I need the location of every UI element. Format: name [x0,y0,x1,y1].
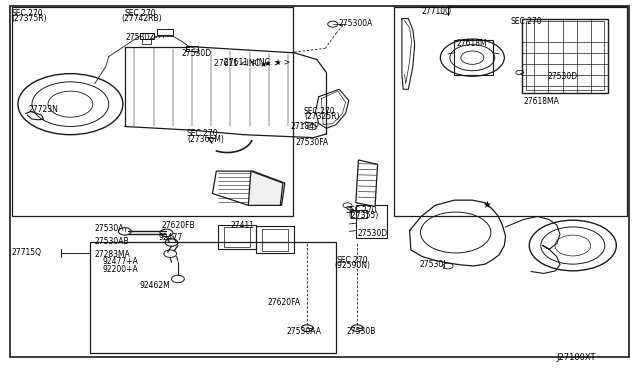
Bar [224,227,250,247]
Text: 27710Q: 27710Q [421,7,451,16]
Text: 92477+A: 92477+A [102,257,138,266]
Bar [262,229,288,251]
Bar [522,19,608,93]
Bar [142,39,151,44]
Text: 92462M: 92462M [140,281,170,290]
Text: 27618MA: 27618MA [524,97,559,106]
Text: SEC.270: SEC.270 [187,129,218,138]
Text: 27620FA: 27620FA [268,298,301,307]
Bar [351,210,367,218]
Polygon shape [212,171,285,205]
Bar [256,226,294,253]
Text: 27715Q: 27715Q [12,248,42,257]
Text: (92590N): (92590N) [334,261,370,270]
Text: 27530Z: 27530Z [125,33,155,42]
Bar [90,242,336,353]
Text: 27618M: 27618M [457,39,488,48]
Text: SEC.270: SEC.270 [304,107,335,116]
Text: (27742RB): (27742RB) [122,14,162,23]
Text: 27530B: 27530B [347,327,376,336]
Polygon shape [356,160,378,206]
Bar [157,29,173,35]
Text: 27611 <INC. ★ >: 27611 <INC. ★ > [224,58,290,67]
Text: SEC.270: SEC.270 [124,9,156,18]
Text: 27184P: 27184P [291,122,319,131]
Text: 27530D: 27530D [182,49,212,58]
Text: (27375R): (27375R) [12,14,47,23]
Text: 27530D: 27530D [548,72,578,81]
Text: 27530A: 27530A [95,224,124,233]
Text: (27365M): (27365M) [187,135,224,144]
Bar [454,40,493,75]
Text: 92477: 92477 [159,233,183,242]
Text: 27611 <INC. ★ >: 27611 <INC. ★ > [214,59,280,68]
Bar [526,21,604,90]
Text: 27283MA: 27283MA [95,250,131,259]
Text: 27530AB: 27530AB [95,237,129,246]
Text: 275300A: 275300A [339,19,373,28]
Text: J27100XT: J27100XT [557,353,596,362]
Text: 92200+A: 92200+A [102,265,138,274]
Text: SEC.270: SEC.270 [12,9,43,18]
Text: 27530D: 27530D [357,229,387,238]
Text: ★: ★ [260,60,268,68]
Bar [394,7,627,216]
Polygon shape [248,171,283,205]
Text: ★: ★ [482,201,491,210]
Bar [356,205,387,238]
Text: 27723N: 27723N [28,105,58,114]
Text: 27411: 27411 [230,221,254,230]
Text: SEC.270: SEC.270 [337,256,368,265]
Bar [140,33,154,39]
Text: 27530J: 27530J [419,260,445,269]
Text: 27620FB: 27620FB [161,221,195,230]
Bar [186,46,198,51]
Text: (27325R): (27325R) [304,112,339,121]
Text: SEC.270: SEC.270 [346,206,377,215]
Bar [12,7,293,216]
Bar [218,225,256,249]
Text: (27355): (27355) [348,211,378,220]
Text: 27530FA: 27530FA [296,138,329,147]
Text: 27530AA: 27530AA [287,327,322,336]
Text: SEC.270: SEC.270 [511,17,542,26]
